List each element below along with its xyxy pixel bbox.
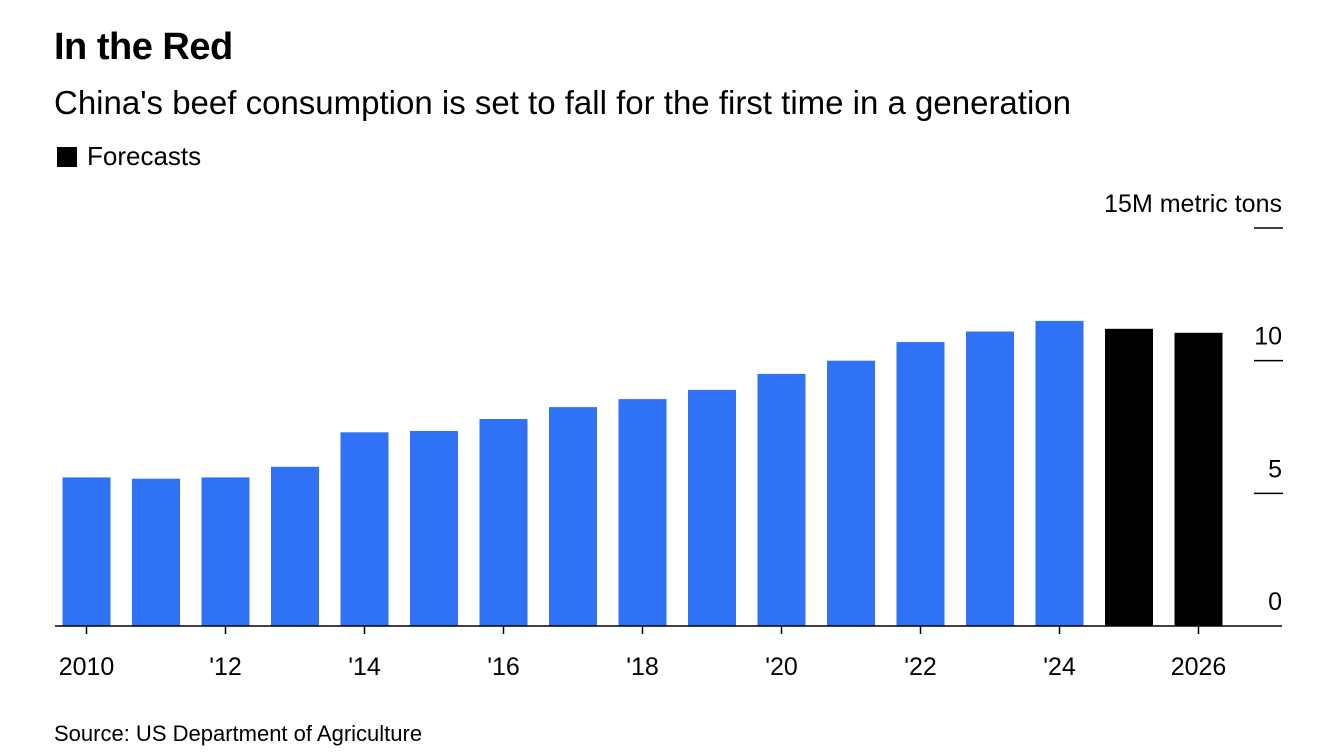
- bar-2012: [201, 477, 250, 626]
- bar-2015: [410, 431, 458, 626]
- x-tick-label-2024: '24: [1043, 653, 1076, 681]
- bar-2020: [757, 373, 806, 626]
- bar-2022: [896, 342, 945, 626]
- bar-2023: [966, 331, 1014, 626]
- source-note: Source: US Department of Agriculture: [54, 721, 423, 746]
- bar-2016: [479, 419, 528, 626]
- y-tick-label-5: 5: [1268, 455, 1282, 483]
- y-tick-label-0: 0: [1268, 588, 1282, 616]
- x-tick-label-2010: 2010: [59, 653, 115, 681]
- bar-2011: [132, 478, 180, 626]
- legend: Forecasts: [57, 141, 201, 172]
- bar-2014: [340, 432, 389, 626]
- bar-2017: [549, 407, 597, 626]
- y-tick-label-10: 10: [1254, 323, 1282, 351]
- x-tick-label-2020: '20: [765, 653, 798, 681]
- bar-2019: [688, 389, 736, 626]
- legend-forecast-swatch: [57, 146, 77, 167]
- x-tick-label-2016: '16: [487, 653, 520, 681]
- legend-forecast-label: Forecasts: [87, 141, 202, 171]
- bar-2026-forecast: [1174, 332, 1223, 626]
- x-tick-label-2012: '12: [209, 653, 242, 681]
- bar-2013: [271, 466, 319, 626]
- bar-2021: [827, 360, 875, 626]
- bar-2010: [62, 477, 111, 626]
- bar-2024: [1035, 320, 1084, 626]
- chart-title: In the Red: [54, 26, 233, 68]
- x-tick-label-2014: '14: [348, 653, 381, 681]
- x-tick-label-2022: '22: [904, 653, 937, 681]
- bar-2025-forecast: [1105, 328, 1153, 626]
- x-tick-label-2018: '18: [626, 653, 659, 681]
- chart-subtitle: China's beef consumption is set to fall …: [54, 84, 1071, 121]
- bar-2018: [618, 399, 667, 626]
- x-tick-label-2026: 2026: [1171, 653, 1227, 681]
- y-tick-label-15: 15M metric tons: [1104, 190, 1282, 218]
